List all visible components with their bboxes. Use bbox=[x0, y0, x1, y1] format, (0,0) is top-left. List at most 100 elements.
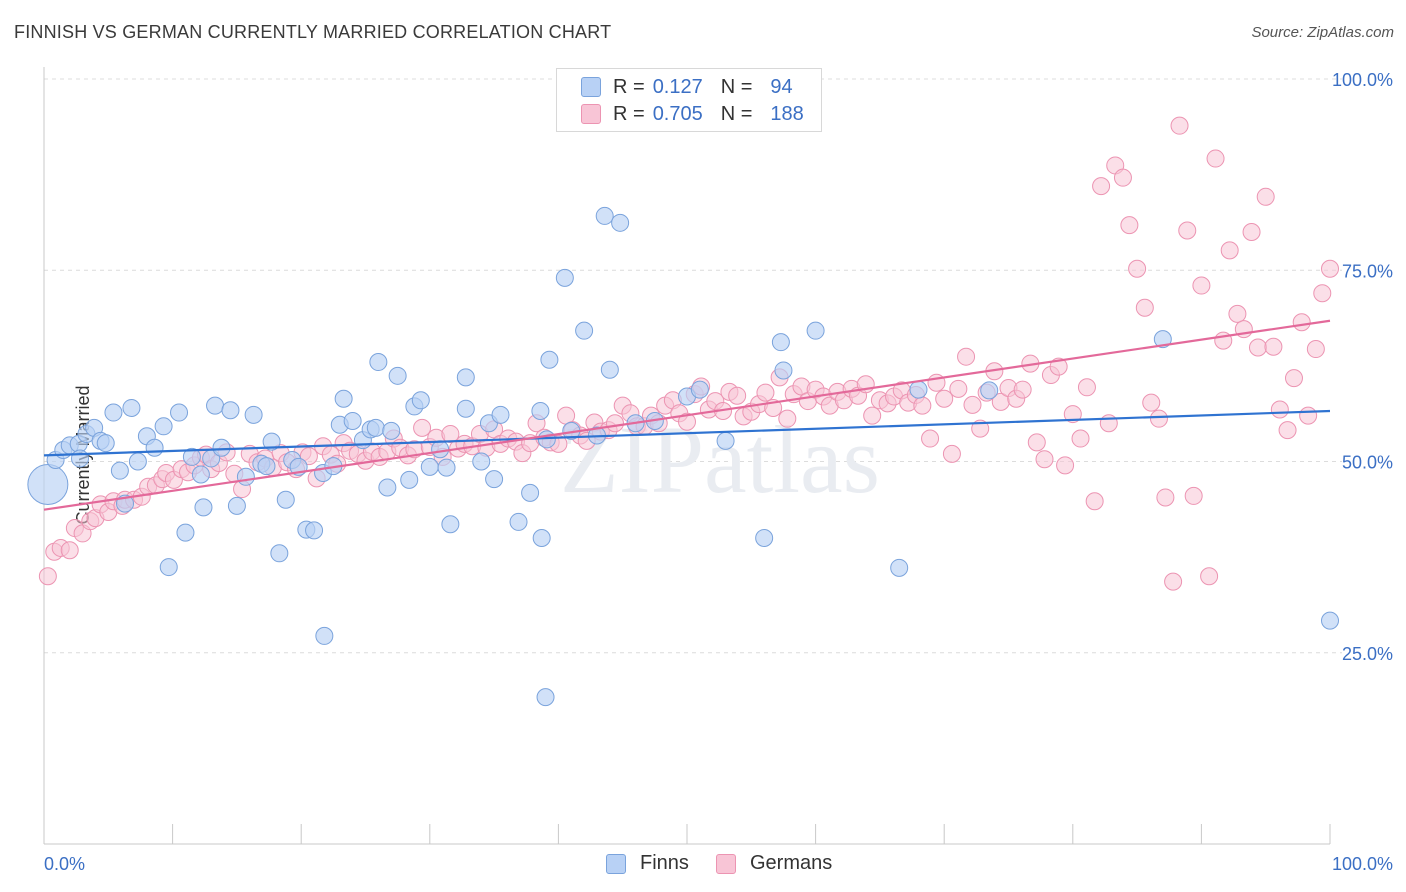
finns-point bbox=[122, 398, 141, 417]
r-value: 0.705 bbox=[652, 102, 703, 125]
germans-point bbox=[1264, 337, 1283, 356]
finns-legend-swatch bbox=[606, 853, 626, 874]
germans-point bbox=[1156, 488, 1175, 507]
finns-point bbox=[420, 457, 439, 476]
finns-point bbox=[485, 470, 504, 489]
finns-point bbox=[221, 401, 240, 420]
finns-point bbox=[536, 688, 555, 707]
germans-point bbox=[1120, 216, 1139, 235]
tick-labels: 25.0% 50.0% 75.0% 100.0% 0.0% 100.0% bbox=[44, 70, 1393, 874]
germans-point bbox=[1013, 380, 1032, 399]
germans-legend-label: Germans bbox=[750, 852, 833, 874]
germans-point bbox=[1200, 567, 1219, 586]
finns-point bbox=[276, 490, 295, 509]
finns-point bbox=[270, 544, 289, 563]
finns-point bbox=[575, 321, 594, 340]
series-germans bbox=[38, 116, 1339, 591]
finns-swatch bbox=[581, 77, 601, 97]
germans-point bbox=[756, 383, 775, 402]
series-legend: Finns Germans bbox=[0, 852, 1406, 876]
finns-point bbox=[257, 457, 276, 476]
finns-point bbox=[690, 380, 709, 399]
finns-point bbox=[182, 447, 201, 466]
finns-point bbox=[755, 529, 774, 547]
germans-point bbox=[1135, 298, 1154, 317]
finns-point bbox=[400, 470, 419, 489]
finns-point bbox=[540, 350, 559, 369]
finns-point bbox=[980, 381, 999, 400]
finns-point bbox=[194, 498, 213, 517]
finns-point bbox=[774, 361, 793, 380]
y-tick-label: 100.0% bbox=[1332, 70, 1393, 90]
germans-point bbox=[1220, 241, 1239, 260]
germans-point bbox=[1113, 168, 1132, 187]
finns-point bbox=[104, 403, 123, 422]
finns-point bbox=[611, 213, 630, 232]
germans-point bbox=[1077, 378, 1096, 397]
germans-point bbox=[1256, 187, 1275, 206]
germans-point bbox=[942, 444, 961, 463]
legend-item-germans[interactable]: Germans bbox=[716, 852, 832, 875]
finns-point bbox=[806, 321, 825, 340]
germans-point bbox=[678, 412, 696, 431]
finns-legend-label: Finns bbox=[640, 852, 689, 874]
finns-trend-line bbox=[43, 409, 1331, 457]
germans-point bbox=[1321, 259, 1339, 278]
source-label: Source: ZipAtlas.com bbox=[1251, 24, 1394, 41]
finns-point bbox=[600, 360, 619, 379]
germans-point bbox=[1164, 572, 1183, 591]
finns-point bbox=[771, 333, 790, 352]
germans-point bbox=[1192, 276, 1211, 295]
germans-point bbox=[1142, 393, 1161, 412]
finns-point bbox=[191, 465, 210, 484]
germans-point bbox=[949, 379, 968, 398]
germans-point bbox=[1170, 116, 1189, 135]
germans-point bbox=[1071, 429, 1090, 448]
finns-point bbox=[532, 529, 551, 547]
germans-point bbox=[605, 414, 624, 433]
finns-point bbox=[212, 438, 231, 457]
n-label: N = bbox=[720, 102, 753, 125]
germans-point bbox=[1035, 450, 1054, 469]
trend-lines bbox=[43, 319, 1331, 511]
germans-point bbox=[778, 409, 797, 428]
germans-swatch bbox=[581, 104, 601, 124]
finns-point bbox=[369, 353, 388, 372]
germans-point bbox=[971, 419, 990, 438]
finns-point bbox=[244, 405, 263, 424]
y-tick-label: 50.0% bbox=[1342, 453, 1393, 473]
finns-point bbox=[441, 515, 460, 534]
germans-point bbox=[728, 386, 747, 405]
germans-point bbox=[935, 389, 954, 408]
germans-point bbox=[60, 541, 79, 560]
germans-point bbox=[1248, 338, 1267, 357]
finns-point bbox=[890, 558, 909, 577]
germans-point bbox=[1242, 223, 1261, 241]
germans-point bbox=[1284, 369, 1303, 388]
finns-point bbox=[509, 512, 528, 531]
germans-point bbox=[1278, 421, 1297, 440]
germans-point bbox=[1085, 492, 1104, 511]
y-tick-label: 75.0% bbox=[1342, 261, 1393, 281]
legend-item-finns[interactable]: Finns bbox=[606, 852, 689, 875]
germans-point bbox=[441, 424, 460, 443]
finns-point bbox=[227, 496, 246, 515]
finns-point bbox=[206, 396, 225, 415]
finns-point bbox=[388, 366, 407, 385]
germans-point bbox=[1206, 149, 1225, 168]
r-value: 0.127 bbox=[652, 75, 703, 98]
germans-point bbox=[1092, 177, 1111, 196]
finns-point bbox=[909, 380, 928, 399]
r-label: R = bbox=[613, 102, 645, 125]
n-label: N = bbox=[720, 75, 753, 98]
finns-point bbox=[1321, 611, 1339, 630]
stats-legend: R = 0.127 N = 94 R = 0.705 N = 188 bbox=[556, 68, 822, 132]
germans-point bbox=[1027, 433, 1046, 452]
finns-point bbox=[145, 438, 164, 457]
finns-point bbox=[595, 206, 614, 225]
finns-point bbox=[472, 452, 491, 471]
x-tick-label: 0.0% bbox=[44, 854, 85, 874]
finns-point bbox=[378, 478, 397, 497]
germans-point bbox=[38, 567, 57, 586]
finns-point bbox=[305, 521, 324, 540]
